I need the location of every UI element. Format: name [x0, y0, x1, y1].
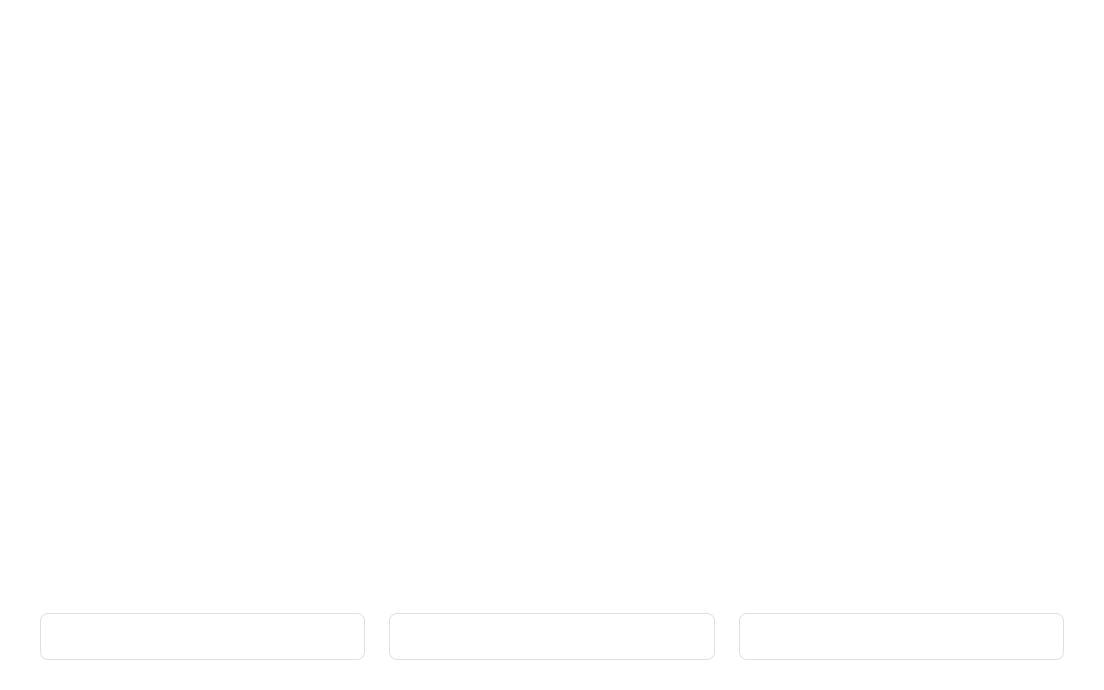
legend-dot-min: [194, 630, 203, 639]
gauge-chart: [0, 0, 1104, 570]
legend-label-min: [53, 630, 352, 639]
gauge-area: [0, 0, 1104, 570]
legend-card-min: [40, 613, 365, 660]
legend-card-max: [739, 613, 1064, 660]
legend-card-avg: [389, 613, 714, 660]
cost-gauge-container: [0, 0, 1104, 690]
legend-dot-max: [893, 630, 902, 639]
legend-label-max: [752, 630, 1051, 639]
legend-dot-avg: [543, 630, 552, 639]
legend-row: [0, 613, 1104, 660]
legend-label-avg: [402, 630, 701, 639]
